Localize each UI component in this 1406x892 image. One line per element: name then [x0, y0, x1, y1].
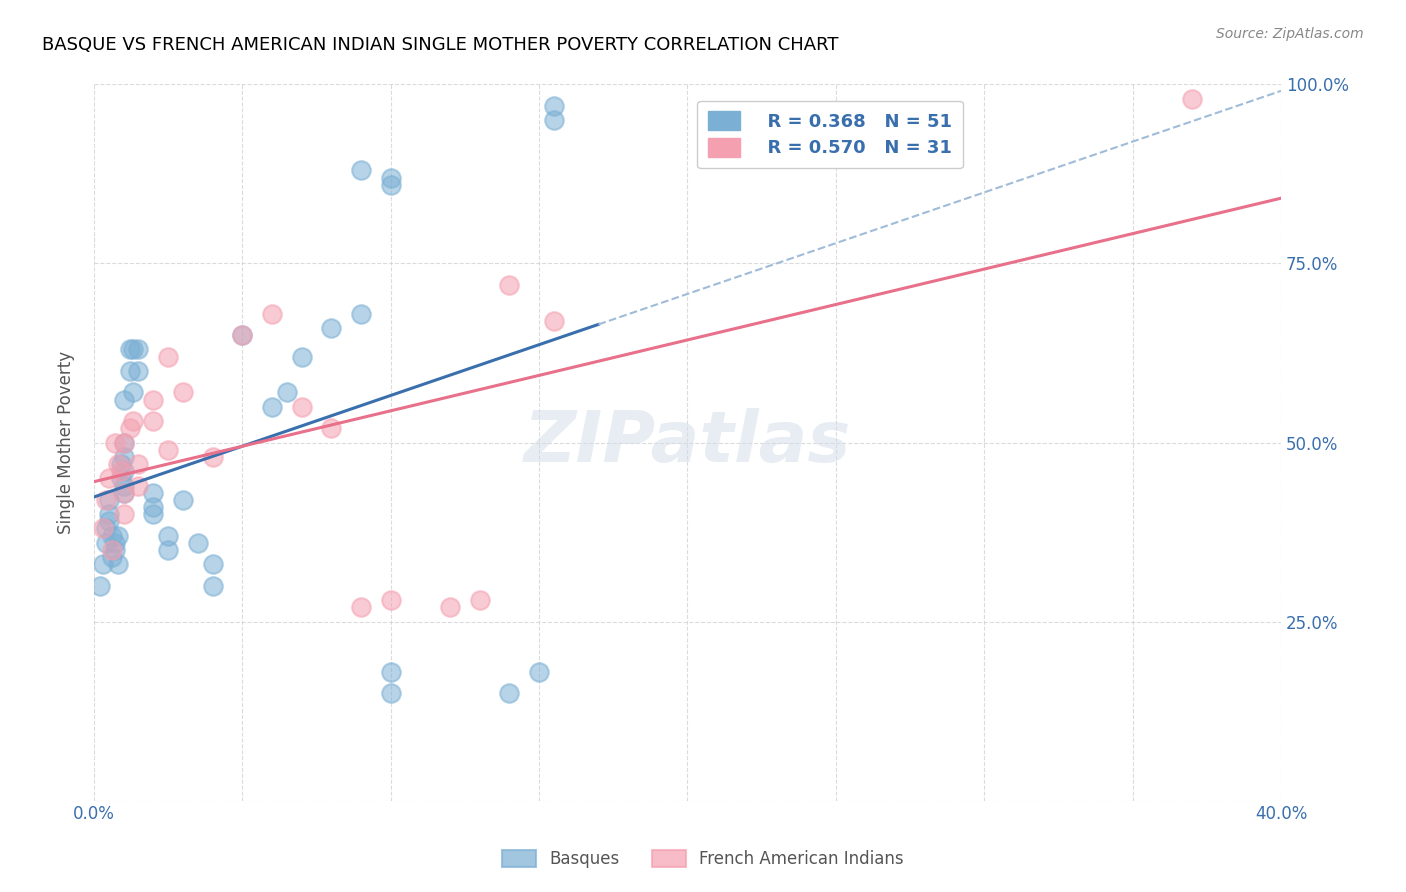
Point	[97, 507, 120, 521]
Point	[121, 414, 143, 428]
Point	[498, 277, 520, 292]
Point	[142, 485, 165, 500]
Point	[321, 321, 343, 335]
Point	[380, 170, 402, 185]
Point	[100, 528, 122, 542]
Point	[291, 400, 314, 414]
Legend:   R = 0.368   N = 51,   R = 0.570   N = 31: R = 0.368 N = 51, R = 0.570 N = 31	[697, 101, 963, 169]
Point	[543, 113, 565, 128]
Point	[201, 579, 224, 593]
Point	[118, 364, 141, 378]
Point	[118, 343, 141, 357]
Point	[157, 350, 180, 364]
Point	[276, 385, 298, 400]
Point	[321, 421, 343, 435]
Point	[112, 485, 135, 500]
Point	[121, 385, 143, 400]
Point	[110, 464, 132, 478]
Point	[104, 543, 127, 558]
Point	[543, 99, 565, 113]
Point	[201, 450, 224, 464]
Point	[291, 350, 314, 364]
Point	[260, 400, 283, 414]
Point	[380, 593, 402, 607]
Point	[89, 579, 111, 593]
Point	[201, 558, 224, 572]
Point	[112, 435, 135, 450]
Point	[157, 442, 180, 457]
Point	[350, 600, 373, 615]
Point	[104, 435, 127, 450]
Point	[380, 665, 402, 679]
Point	[104, 536, 127, 550]
Point	[527, 665, 550, 679]
Text: Source: ZipAtlas.com: Source: ZipAtlas.com	[1216, 27, 1364, 41]
Point	[350, 163, 373, 178]
Point	[112, 464, 135, 478]
Y-axis label: Single Mother Poverty: Single Mother Poverty	[58, 351, 75, 534]
Point	[100, 550, 122, 565]
Point	[468, 593, 491, 607]
Point	[498, 686, 520, 700]
Point	[127, 364, 149, 378]
Point	[187, 536, 209, 550]
Point	[142, 500, 165, 514]
Point	[1181, 92, 1204, 106]
Point	[100, 543, 122, 558]
Point	[142, 392, 165, 407]
Text: BASQUE VS FRENCH AMERICAN INDIAN SINGLE MOTHER POVERTY CORRELATION CHART: BASQUE VS FRENCH AMERICAN INDIAN SINGLE …	[42, 36, 839, 54]
Point	[157, 528, 180, 542]
Point	[157, 543, 180, 558]
Point	[94, 536, 117, 550]
Point	[439, 600, 461, 615]
Point	[112, 485, 135, 500]
Point	[231, 328, 253, 343]
Point	[94, 492, 117, 507]
Legend: Basques, French American Indians: Basques, French American Indians	[495, 843, 911, 875]
Point	[380, 686, 402, 700]
Point	[231, 328, 253, 343]
Point	[110, 471, 132, 485]
Point	[91, 558, 114, 572]
Point	[112, 478, 135, 492]
Point	[350, 307, 373, 321]
Point	[112, 392, 135, 407]
Text: ZIPatlas: ZIPatlas	[524, 408, 851, 477]
Point	[142, 414, 165, 428]
Point	[118, 421, 141, 435]
Point	[110, 457, 132, 471]
Point	[112, 507, 135, 521]
Point	[260, 307, 283, 321]
Point	[172, 385, 194, 400]
Point	[97, 514, 120, 528]
Point	[107, 457, 129, 471]
Point	[94, 521, 117, 535]
Point	[107, 528, 129, 542]
Point	[380, 178, 402, 192]
Point	[121, 343, 143, 357]
Point	[127, 343, 149, 357]
Point	[91, 521, 114, 535]
Point	[112, 450, 135, 464]
Point	[172, 492, 194, 507]
Point	[112, 435, 135, 450]
Point	[543, 314, 565, 328]
Point	[142, 507, 165, 521]
Point	[97, 471, 120, 485]
Point	[107, 558, 129, 572]
Point	[127, 478, 149, 492]
Point	[97, 492, 120, 507]
Point	[127, 457, 149, 471]
